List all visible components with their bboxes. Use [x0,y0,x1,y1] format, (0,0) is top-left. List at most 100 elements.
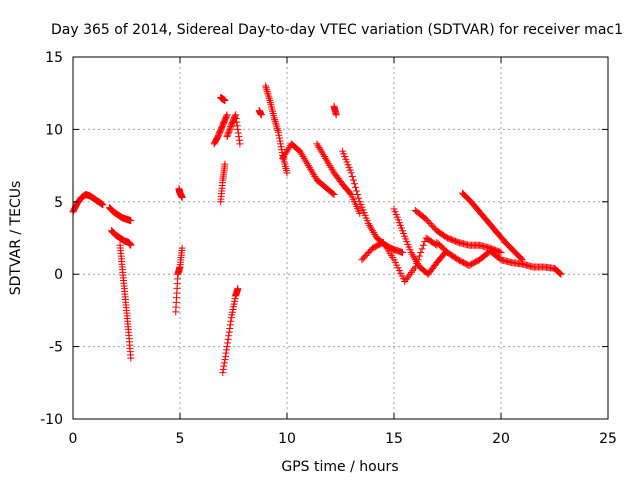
series-arc-r [458,189,526,264]
axis-ticks: 0 5 10 15 20 25 -10 -5 0 5 10 15 [40,50,617,447]
series-arc-q [411,206,505,256]
data-point [99,201,107,209]
data-point [353,187,361,195]
data-point [368,225,376,233]
data-point [347,169,355,177]
data-points [69,82,565,377]
data-point [276,137,284,145]
series-arc-n [313,140,364,217]
data-point [127,241,135,249]
series-arc-g [210,111,231,148]
data-point [235,133,243,141]
data-point [233,118,241,126]
data-point [221,96,229,104]
data-point [407,248,415,256]
data-point [411,263,419,271]
data-point [305,163,313,171]
data-point [496,248,504,256]
data-point [225,128,233,136]
series-arc-f [175,185,186,201]
data-point [264,89,272,97]
data-point [556,269,564,277]
data-point [222,349,230,357]
data-point [298,151,306,159]
data-point [318,149,326,157]
data-point [557,270,565,278]
data-point [224,130,232,138]
data-point [226,125,234,133]
data-point [234,125,242,133]
series-arc-s [433,238,565,278]
series-arc-l [262,82,291,177]
y-tick-label: 5 [54,195,63,211]
y-tick-label: -10 [40,412,63,428]
data-point [304,162,312,170]
data-point [409,267,417,275]
chart-title: Day 365 of 2014, Sidereal Day-to-day VTE… [51,22,623,38]
data-point [276,134,284,142]
data-point [371,230,379,238]
data-point [270,114,278,122]
data-point [178,244,186,252]
series-arc-j [223,111,244,148]
data-point [330,191,338,199]
data-point [311,172,319,180]
data-point [301,156,309,164]
data-point [296,147,304,155]
data-point [327,163,335,171]
data-point [322,154,330,162]
data-point [271,116,279,124]
data-point [297,149,305,157]
data-point [350,180,358,188]
data-point [127,354,135,362]
grid-lines [73,57,608,419]
x-tick-label: 20 [492,431,510,447]
data-point [233,122,241,130]
x-tick-label: 25 [599,431,617,447]
series-arc-m [279,140,338,199]
data-point [274,126,282,134]
data-point [227,317,235,325]
data-point [265,95,273,103]
series-arc-v [255,107,265,119]
data-point [226,124,234,132]
plot-frame [72,56,609,420]
data-point [265,93,273,101]
data-point [263,86,271,94]
data-point [433,241,441,249]
data-point [555,269,563,277]
data-point [356,209,364,217]
data-point [223,346,231,354]
y-tick-label: 10 [45,122,63,138]
data-point [401,277,409,285]
data-point [320,153,328,161]
series-arc-a [69,191,107,216]
data-point [497,248,505,256]
data-point [226,325,234,332]
data-point [225,328,233,336]
data-point [408,250,416,258]
data-point [419,241,427,249]
data-point [348,172,356,180]
data-point [271,117,279,125]
data-point [283,147,291,155]
series-arc-c [108,227,135,249]
data-point [262,82,270,90]
data-point [234,285,242,293]
data-point [263,87,271,95]
data-point [332,111,340,119]
data-point [405,272,413,280]
data-point [406,270,414,278]
data-point [310,171,318,179]
data-point [309,169,317,177]
data-point [220,362,228,370]
data-point [417,248,425,256]
x-tick-label: 10 [278,431,296,447]
data-point [369,227,377,235]
data-point [221,160,229,168]
data-point [273,123,281,131]
data-point [284,145,292,153]
x-tick-label: 0 [69,431,78,447]
series-arc-t [358,234,441,285]
data-point [302,158,310,166]
